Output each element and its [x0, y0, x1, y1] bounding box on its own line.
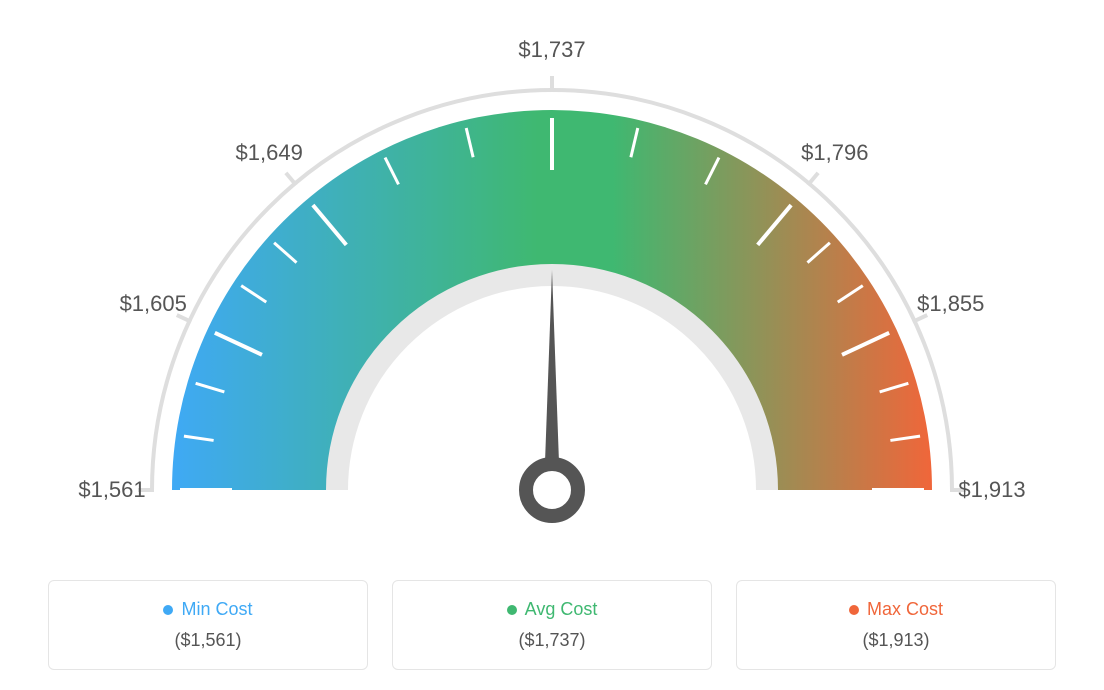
max-cost-title-row: Max Cost	[747, 599, 1045, 620]
gauge-tick-label: $1,649	[236, 140, 303, 166]
cost-cards-row: Min Cost ($1,561) Avg Cost ($1,737) Max …	[20, 580, 1084, 670]
gauge-container: $1,561 $1,605 $1,649 $1,737 $1,796 $1,855 $1,9…	[20, 20, 1084, 570]
min-cost-title-row: Min Cost	[59, 599, 357, 620]
avg-cost-value: ($1,737)	[403, 630, 701, 651]
min-cost-value: ($1,561)	[59, 630, 357, 651]
max-cost-title: Max Cost	[867, 599, 943, 620]
min-dot-icon	[163, 605, 173, 615]
avg-cost-card: Avg Cost ($1,737)	[392, 580, 712, 670]
avg-dot-icon	[507, 605, 517, 615]
avg-cost-title: Avg Cost	[525, 599, 598, 620]
gauge-chart	[20, 20, 1084, 560]
gauge-tick-label: $1,737	[518, 37, 585, 63]
min-cost-card: Min Cost ($1,561)	[48, 580, 368, 670]
gauge-tick-label: $1,605	[120, 291, 187, 317]
min-cost-title: Min Cost	[181, 599, 252, 620]
gauge-tick-label: $1,855	[917, 291, 984, 317]
gauge-tick-label: $1,561	[78, 477, 145, 503]
gauge-tick-label: $1,796	[801, 140, 868, 166]
max-cost-value: ($1,913)	[747, 630, 1045, 651]
max-cost-card: Max Cost ($1,913)	[736, 580, 1056, 670]
max-dot-icon	[849, 605, 859, 615]
avg-cost-title-row: Avg Cost	[403, 599, 701, 620]
gauge-tick-label: $1,913	[958, 477, 1025, 503]
